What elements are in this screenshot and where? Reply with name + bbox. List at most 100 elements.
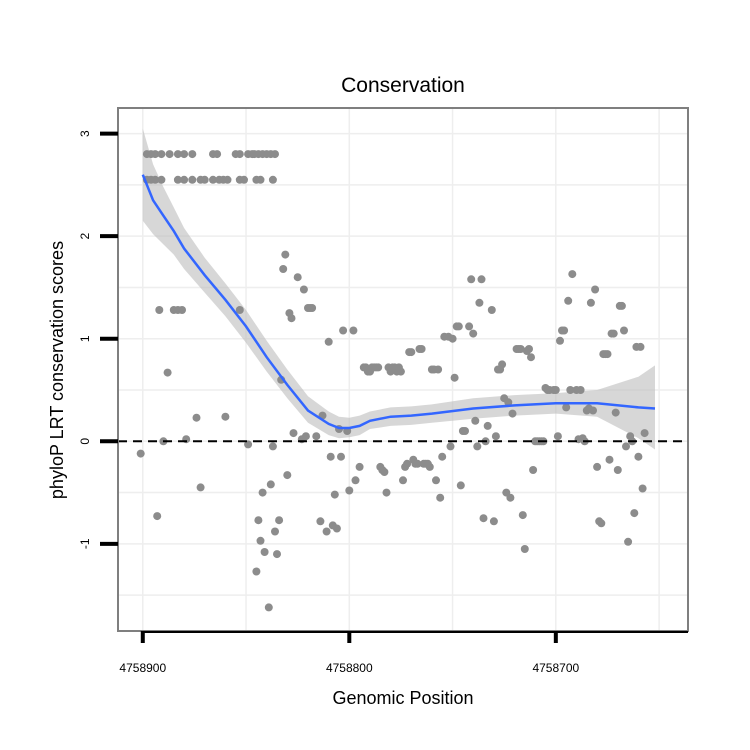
data-point bbox=[173, 150, 182, 159]
data-point bbox=[473, 442, 482, 451]
data-point bbox=[611, 408, 620, 417]
data-point bbox=[188, 150, 197, 159]
data-point bbox=[603, 350, 612, 359]
data-point bbox=[264, 603, 273, 612]
data-point bbox=[235, 150, 244, 159]
data-point bbox=[553, 432, 562, 441]
data-point bbox=[527, 353, 535, 362]
y-tick-label: -1 bbox=[78, 538, 92, 549]
chart-title: Conservation bbox=[341, 74, 465, 97]
data-point bbox=[454, 322, 463, 331]
data-point bbox=[180, 150, 189, 159]
data-point bbox=[407, 348, 416, 357]
data-point bbox=[605, 455, 614, 464]
data-point bbox=[477, 275, 486, 284]
data-point bbox=[564, 296, 573, 305]
data-point bbox=[504, 398, 513, 407]
smooth-trend-line bbox=[141, 174, 656, 430]
data-point bbox=[244, 440, 253, 449]
data-point bbox=[436, 493, 445, 502]
data-point bbox=[591, 285, 600, 294]
data-point bbox=[622, 442, 630, 451]
data-point bbox=[151, 150, 160, 159]
data-point bbox=[287, 314, 296, 323]
data-point bbox=[268, 442, 277, 451]
data-point bbox=[489, 517, 498, 526]
data-point bbox=[266, 480, 275, 489]
smooth-line bbox=[141, 174, 656, 430]
data-point bbox=[593, 462, 602, 471]
data-point bbox=[432, 476, 440, 485]
data-point bbox=[151, 175, 160, 184]
data-point bbox=[380, 468, 389, 476]
data-point bbox=[487, 306, 496, 314]
x-tick-label: 4758800 bbox=[326, 661, 373, 675]
data-point bbox=[617, 301, 626, 310]
data-point bbox=[450, 373, 459, 382]
data-point bbox=[258, 488, 267, 497]
data-point bbox=[638, 484, 647, 493]
data-point bbox=[289, 429, 298, 438]
data-point bbox=[316, 517, 325, 526]
data-point bbox=[551, 386, 560, 394]
data-point bbox=[417, 345, 426, 353]
data-point bbox=[479, 514, 488, 523]
data-point bbox=[613, 466, 622, 474]
data-point bbox=[506, 493, 515, 502]
x-axis-label: Genomic Position bbox=[332, 688, 473, 708]
data-point bbox=[461, 427, 469, 435]
data-point bbox=[209, 175, 217, 184]
data-point bbox=[508, 409, 517, 418]
data-point bbox=[153, 512, 162, 521]
data-point bbox=[589, 406, 597, 415]
data-point bbox=[330, 490, 339, 499]
data-point bbox=[192, 413, 201, 422]
data-point bbox=[256, 536, 265, 545]
data-point bbox=[456, 481, 465, 490]
data-point bbox=[566, 386, 575, 394]
data-point bbox=[254, 516, 263, 525]
data-point bbox=[299, 285, 308, 294]
data-point bbox=[281, 250, 290, 259]
y-tick-label: 2 bbox=[78, 233, 92, 240]
data-point bbox=[312, 432, 321, 441]
data-point bbox=[516, 345, 525, 353]
data-point bbox=[136, 449, 145, 458]
data-point bbox=[213, 150, 222, 159]
data-point bbox=[308, 304, 317, 312]
data-point bbox=[597, 519, 606, 528]
data-point bbox=[163, 368, 172, 377]
data-point bbox=[475, 298, 484, 307]
data-point bbox=[434, 365, 443, 374]
data-point bbox=[396, 367, 405, 376]
x-tick-label: 4758900 bbox=[119, 661, 166, 675]
data-point bbox=[173, 175, 182, 184]
data-point bbox=[188, 175, 197, 184]
data-point bbox=[349, 326, 358, 335]
data-point bbox=[469, 329, 478, 338]
data-point bbox=[279, 265, 288, 273]
data-point bbox=[223, 175, 232, 184]
data-point bbox=[471, 416, 480, 425]
data-point bbox=[586, 298, 595, 307]
data-point bbox=[382, 488, 391, 497]
data-point bbox=[275, 516, 284, 525]
data-point bbox=[293, 273, 302, 282]
data-point bbox=[332, 524, 341, 533]
data-point bbox=[520, 545, 529, 553]
data-point bbox=[525, 345, 533, 353]
data-point bbox=[196, 483, 205, 492]
y-tick-label: 3 bbox=[78, 130, 92, 137]
data-point bbox=[630, 509, 639, 518]
data-point bbox=[355, 462, 364, 471]
data-point bbox=[339, 326, 348, 335]
data-point bbox=[301, 432, 310, 441]
data-point bbox=[260, 548, 269, 556]
data-point bbox=[491, 432, 500, 441]
y-axis-label: phyloP LRT conservation scores bbox=[47, 241, 67, 499]
data-point bbox=[634, 452, 643, 461]
data-point bbox=[165, 150, 174, 159]
data-point bbox=[498, 360, 507, 369]
data-point bbox=[448, 334, 457, 343]
